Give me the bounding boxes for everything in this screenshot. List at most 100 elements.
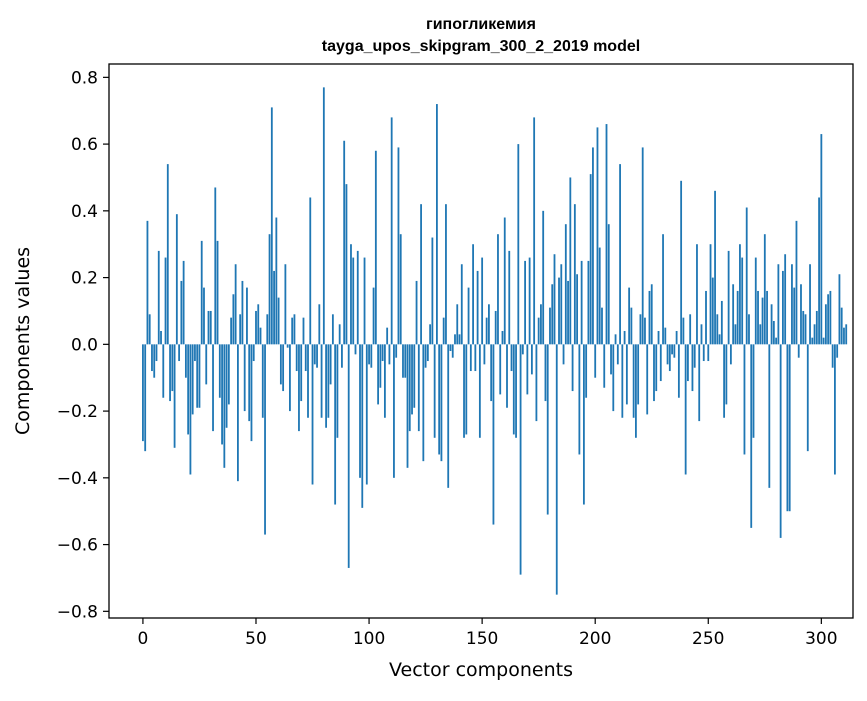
bar-199 xyxy=(592,147,594,345)
bar-203 xyxy=(601,307,603,345)
bar-53 xyxy=(261,344,264,418)
bar-249 xyxy=(705,290,707,345)
bar-59 xyxy=(275,217,278,345)
bar-176 xyxy=(540,304,542,345)
bar-294 xyxy=(806,344,809,452)
bar-179 xyxy=(546,344,549,515)
bar-231 xyxy=(664,327,667,345)
bar-171 xyxy=(528,257,531,345)
bar-248 xyxy=(702,344,705,362)
bar-232 xyxy=(666,344,669,365)
bar-228 xyxy=(657,330,660,345)
bar-78 xyxy=(318,304,321,345)
bar-244 xyxy=(693,344,696,368)
bar-255 xyxy=(718,334,721,345)
bar-130 xyxy=(436,104,438,345)
bar-73 xyxy=(307,344,309,418)
bar-3 xyxy=(148,314,151,345)
bar-128 xyxy=(431,237,434,345)
bar-163 xyxy=(510,344,513,372)
bar-170 xyxy=(526,344,529,395)
bar-93 xyxy=(352,257,355,345)
x-axis-label: Vector components xyxy=(389,659,573,681)
bar-237 xyxy=(677,344,680,398)
bar-241 xyxy=(687,344,689,382)
bar-17 xyxy=(180,280,183,345)
bar-236 xyxy=(675,330,678,345)
bar-136 xyxy=(449,344,452,352)
bar-114 xyxy=(399,234,402,345)
bar-91 xyxy=(347,344,350,568)
bar-13 xyxy=(171,344,174,392)
bar-2 xyxy=(146,220,149,345)
y-tick-label: −0.6 xyxy=(57,536,98,556)
bar-157 xyxy=(497,234,499,345)
bar-300 xyxy=(820,134,823,345)
bar-25 xyxy=(198,344,201,408)
bar-137 xyxy=(451,344,454,358)
bar-71 xyxy=(302,317,305,345)
y-tick-label: 0.0 xyxy=(71,335,98,355)
bar-234 xyxy=(671,344,673,355)
bar-177 xyxy=(542,210,545,345)
bar-202 xyxy=(598,247,601,345)
bar-165 xyxy=(515,344,517,438)
bar-225 xyxy=(650,284,653,345)
bar-279 xyxy=(772,320,775,345)
bar-75 xyxy=(311,344,314,485)
bar-310 xyxy=(843,327,845,345)
bar-153 xyxy=(488,304,490,345)
bars-group xyxy=(142,87,848,595)
bar-193 xyxy=(578,344,581,455)
bar-47 xyxy=(248,344,251,422)
bar-271 xyxy=(754,257,757,345)
bar-14 xyxy=(173,344,176,448)
bar-89 xyxy=(343,140,346,345)
bar-125 xyxy=(424,344,427,368)
bar-141 xyxy=(460,264,463,345)
bar-181 xyxy=(551,284,554,345)
bar-206 xyxy=(607,224,610,345)
bar-26 xyxy=(200,240,203,345)
bar-134 xyxy=(445,204,447,345)
bar-263 xyxy=(736,290,739,345)
bar-284 xyxy=(784,254,787,345)
bar-205 xyxy=(605,124,608,345)
x-tick-label: 50 xyxy=(245,629,267,649)
bar-230 xyxy=(662,234,664,345)
bar-309 xyxy=(840,307,843,345)
bar-270 xyxy=(752,344,755,438)
y-tick-label: 0.2 xyxy=(71,269,98,289)
bar-164 xyxy=(512,344,515,435)
bar-15 xyxy=(175,214,178,345)
bar-286 xyxy=(788,344,791,512)
bar-200 xyxy=(594,344,597,378)
bar-238 xyxy=(680,180,683,345)
bar-240 xyxy=(684,344,687,475)
bar-227 xyxy=(655,344,658,392)
bar-292 xyxy=(802,310,805,345)
bar-302 xyxy=(824,304,827,345)
bar-48 xyxy=(250,344,253,442)
bar-162 xyxy=(508,250,511,345)
bar-132 xyxy=(440,344,443,462)
bar-10 xyxy=(164,257,167,345)
bar-201 xyxy=(596,127,599,345)
bar-172 xyxy=(530,344,533,375)
bar-158 xyxy=(499,344,502,395)
bar-280 xyxy=(775,337,778,345)
bar-308 xyxy=(838,274,841,345)
bar-239 xyxy=(682,317,685,345)
bar-109 xyxy=(388,344,391,365)
bar-293 xyxy=(804,314,807,345)
bar-104 xyxy=(377,344,380,405)
bar-116 xyxy=(404,344,407,378)
x-tick-label: 150 xyxy=(466,629,498,649)
bar-305 xyxy=(831,344,834,368)
bar-121 xyxy=(415,280,418,345)
bar-287 xyxy=(791,264,793,345)
bar-267 xyxy=(745,207,748,345)
bar-144 xyxy=(467,287,470,345)
bar-266 xyxy=(743,344,746,455)
